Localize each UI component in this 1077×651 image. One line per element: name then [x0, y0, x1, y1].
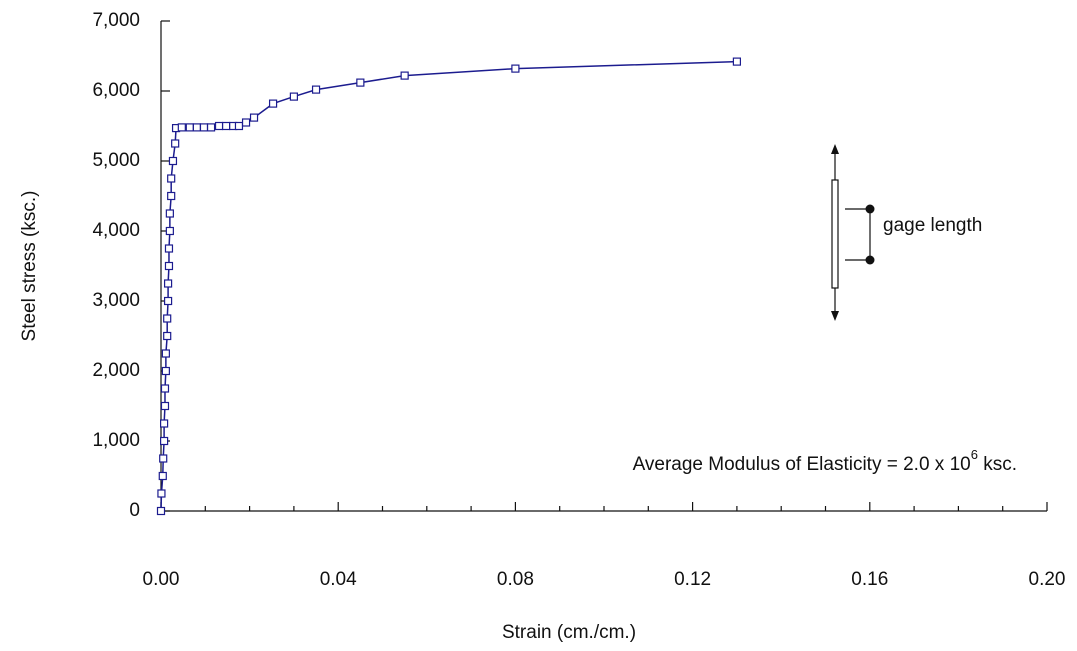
x-tick-label: 0.16 — [851, 569, 888, 590]
series-line — [160, 60, 737, 512]
data-point — [168, 156, 178, 166]
y-tick-label: 1,000 — [92, 430, 140, 451]
data-point — [163, 279, 173, 288]
data-point — [289, 92, 298, 101]
data-point — [158, 471, 167, 481]
data-point — [157, 489, 166, 498]
data-point — [214, 121, 224, 131]
inset-diagram — [831, 144, 875, 321]
data-point — [511, 64, 520, 73]
data-point — [222, 121, 231, 131]
data-point — [185, 123, 194, 132]
data-point — [167, 174, 176, 183]
data-point — [192, 123, 201, 132]
data-point — [199, 123, 209, 132]
annotation-superscript: 6 — [971, 447, 978, 462]
x-tick-label: 0.00 — [143, 569, 180, 590]
data-point — [160, 419, 169, 428]
data-point — [311, 85, 321, 94]
data-point — [268, 99, 278, 108]
annotation-suffix: ksc. — [978, 454, 1017, 475]
data-point — [164, 261, 174, 271]
y-tick-label: 7,000 — [92, 10, 140, 31]
x-tick-label: 0.04 — [320, 569, 357, 590]
data-point — [163, 296, 173, 306]
y-tick-label: 6,000 — [92, 80, 140, 101]
data-point — [161, 366, 170, 376]
data-point — [163, 331, 172, 341]
data-point — [160, 384, 170, 393]
data-point — [163, 314, 172, 323]
y-tick-label: 0 — [129, 500, 140, 521]
data-point — [164, 244, 174, 253]
data-point — [241, 118, 251, 127]
data-point — [177, 123, 186, 132]
y-axis-title: Steel stress (ksc.) — [19, 191, 40, 342]
data-point — [165, 209, 174, 218]
data-point — [156, 506, 166, 516]
annotation-text: Average Modulus of Elasticity = 2.0 x 10 — [633, 454, 971, 475]
inset-label: gage length — [883, 215, 982, 236]
data-point — [206, 123, 216, 132]
x-tick-label: 0.20 — [1029, 569, 1066, 590]
y-tick-label: 5,000 — [92, 150, 140, 171]
data-point — [167, 191, 176, 201]
data-point — [160, 436, 169, 446]
x-axis-title: Strain (cm./cm.) — [502, 622, 636, 643]
y-tick-label: 3,000 — [92, 290, 140, 311]
data-point — [171, 139, 180, 148]
y-tick-label: 2,000 — [92, 360, 140, 381]
y-tick-label: 4,000 — [92, 220, 140, 241]
data-point — [234, 121, 244, 131]
data-point — [249, 113, 259, 122]
data-point — [400, 71, 409, 80]
data-point — [356, 78, 365, 87]
data-point — [160, 401, 170, 411]
data-point — [159, 454, 168, 463]
x-tick-label: 0.12 — [674, 569, 711, 590]
annotation: Average Modulus of Elasticity = 2.0 x 10… — [633, 447, 1017, 475]
data-point — [732, 57, 742, 66]
data-point — [161, 349, 170, 358]
data-point — [165, 226, 174, 236]
x-tick-label: 0.08 — [497, 569, 534, 590]
